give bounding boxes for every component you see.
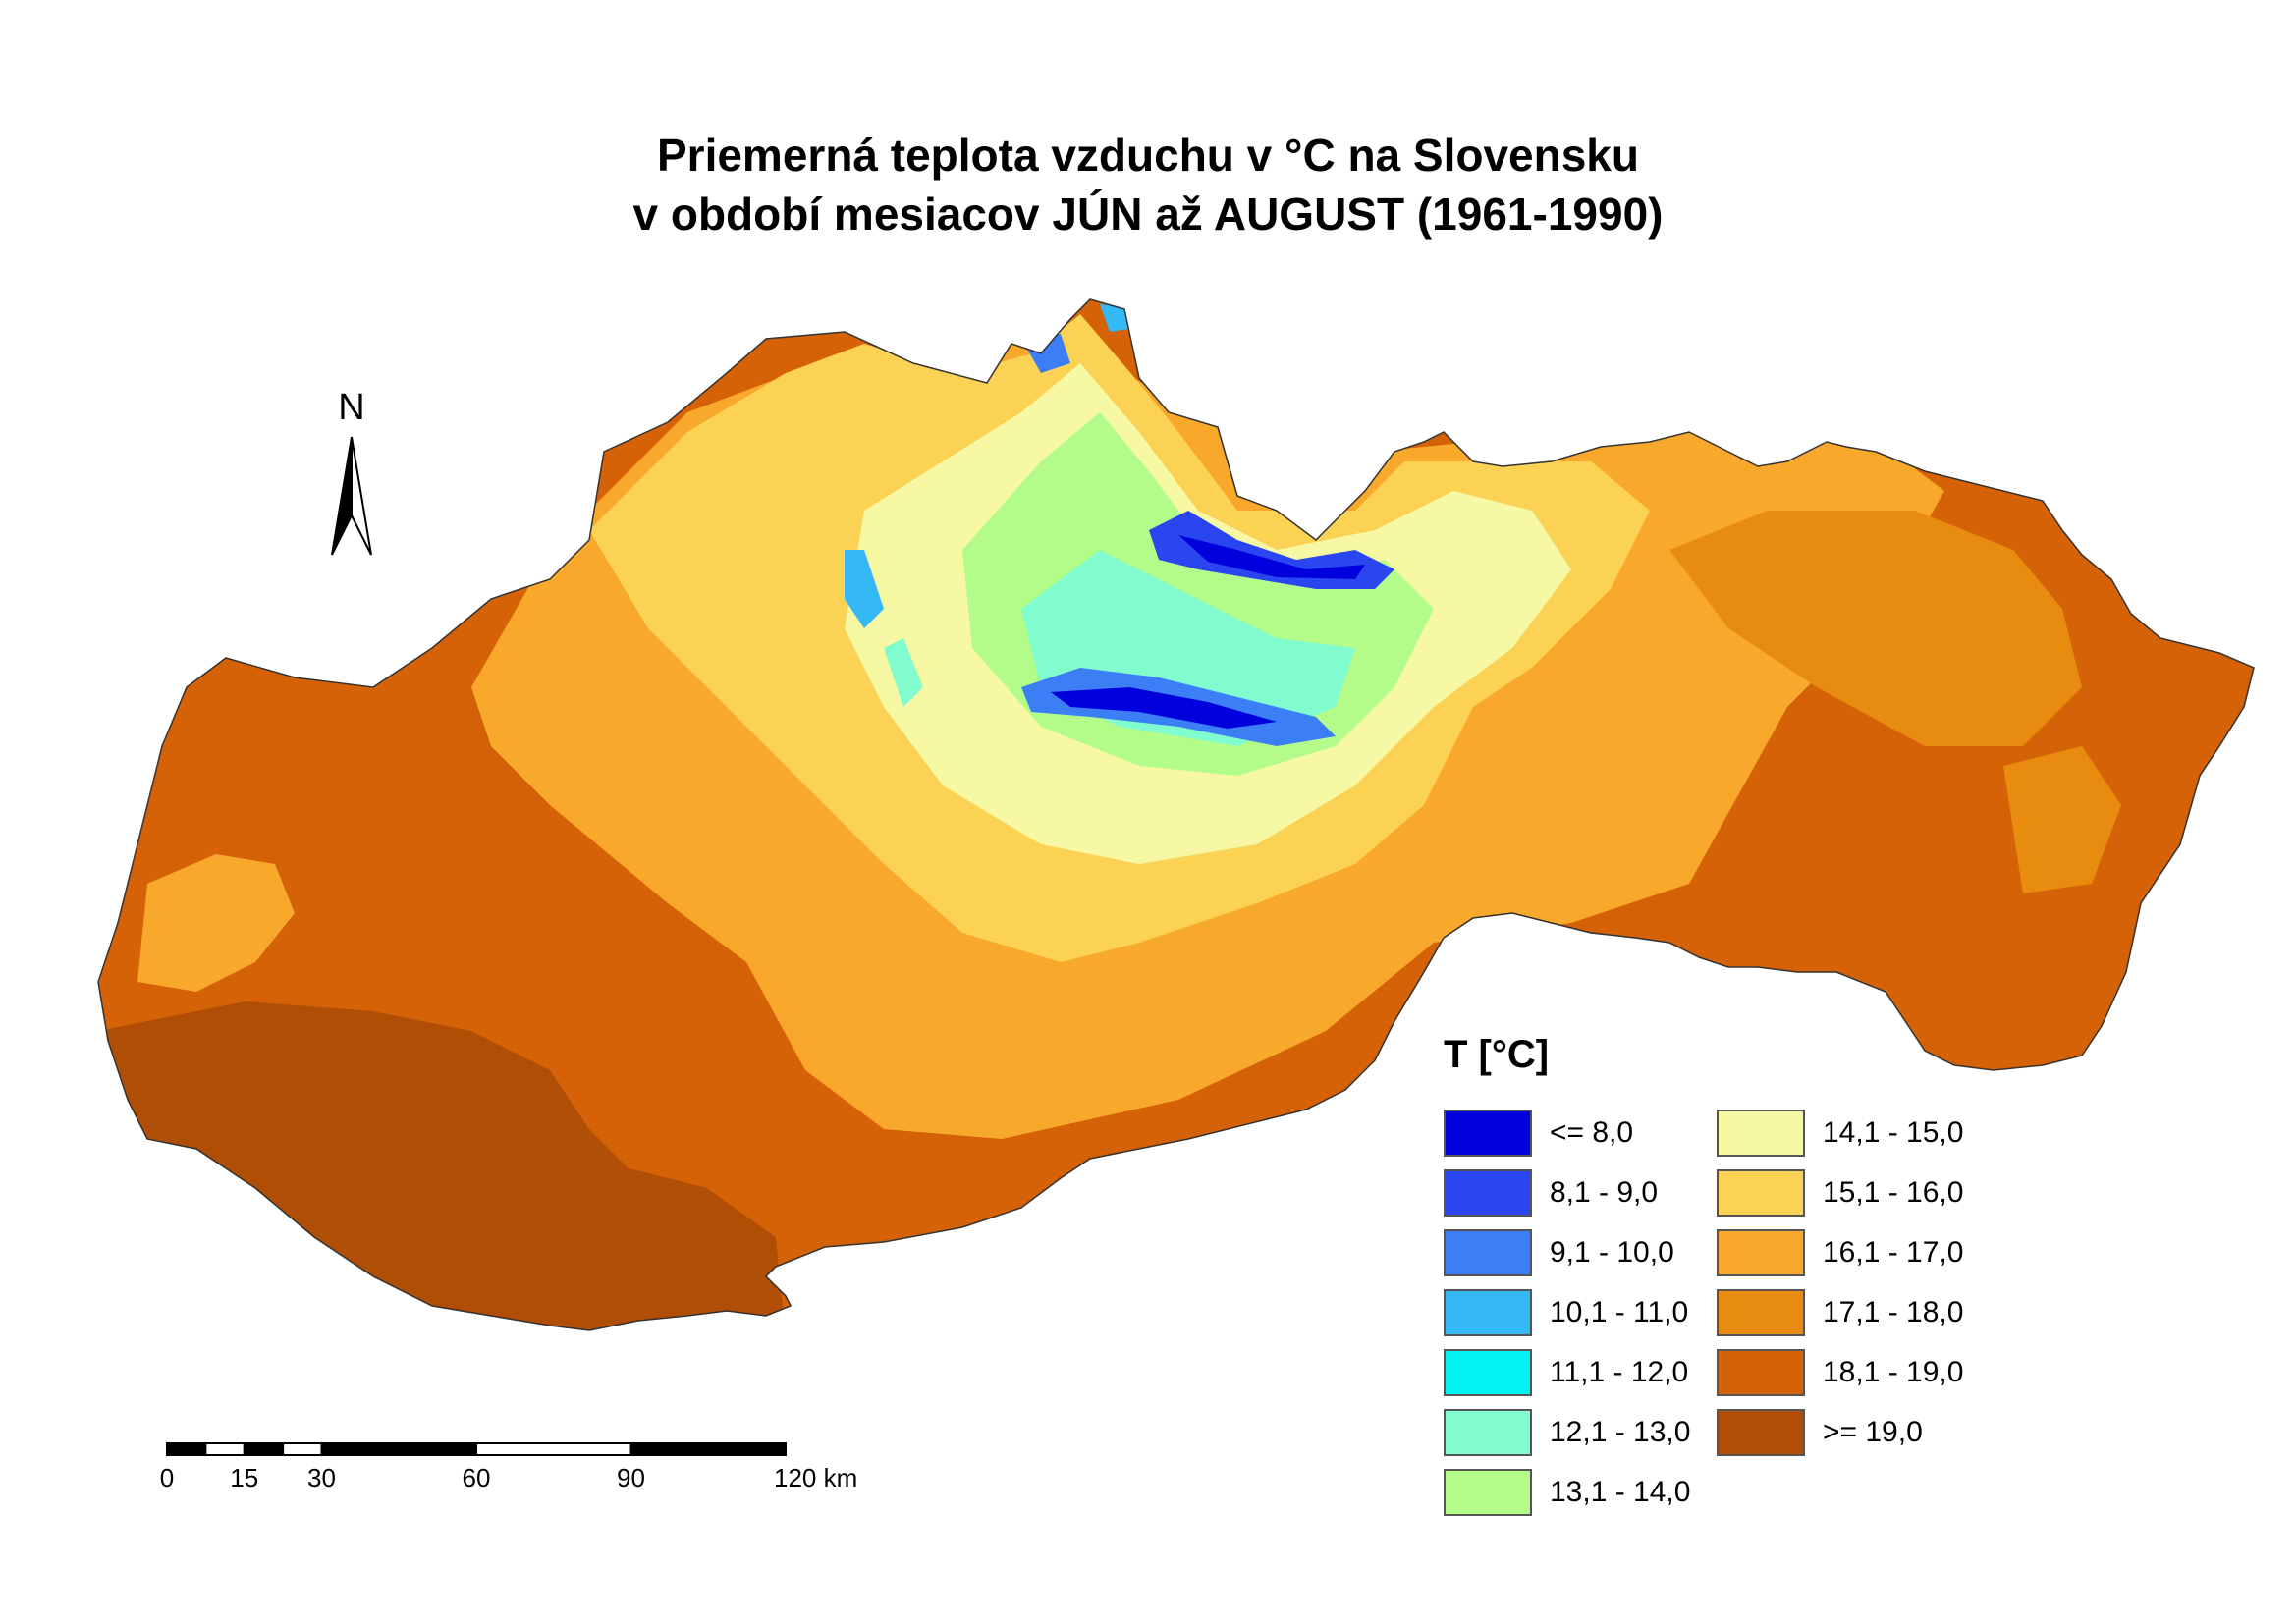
- legend-label: 9,1 - 10,0: [1550, 1236, 1674, 1269]
- legend-swatch: [1717, 1229, 1805, 1276]
- scale-label: 0: [159, 1463, 175, 1492]
- legend-item: <= 8,0: [1444, 1110, 1633, 1157]
- legend-label: 14,1 - 15,0: [1823, 1116, 1964, 1149]
- legend-label: 10,1 - 11,0: [1550, 1296, 1689, 1328]
- legend-item: 15,1 - 16,0: [1717, 1169, 1963, 1217]
- zone-high-tatras-peak: [1178, 535, 1365, 579]
- scale-segment: [204, 1442, 246, 1456]
- zone-west-hills: [137, 854, 295, 992]
- legend-swatch: [1444, 1169, 1532, 1217]
- legend-swatch: [1444, 1469, 1532, 1516]
- zone-fatra: [845, 550, 884, 628]
- title-line-2: v období mesiacov JÚN až AUGUST (1961-19…: [632, 189, 1664, 240]
- legend-label: 12,1 - 13,0: [1550, 1416, 1691, 1448]
- legend-label: 13,1 - 14,0: [1550, 1476, 1691, 1508]
- scale-label: 90: [617, 1463, 645, 1492]
- scale-label: 30: [307, 1463, 336, 1492]
- legend-label: 15,1 - 16,0: [1823, 1176, 1964, 1209]
- zone-fatra-mint: [884, 638, 923, 707]
- legend-item: 14,1 - 15,0: [1717, 1110, 1963, 1157]
- legend-label: <= 8,0: [1550, 1116, 1634, 1149]
- legend-label: 11,1 - 12,0: [1550, 1356, 1689, 1388]
- scale-segment: [282, 1442, 323, 1456]
- scale-label: 120 km: [774, 1463, 858, 1492]
- map-title: Priemerná teplota vzduchu v °C na Sloven…: [0, 126, 2296, 244]
- legend-swatch: [1444, 1289, 1532, 1336]
- scale-label: 15: [230, 1463, 259, 1492]
- legend-swatch: [1444, 1110, 1532, 1157]
- legend-label: 8,1 - 9,0: [1550, 1176, 1659, 1209]
- zone-babia: [1100, 304, 1129, 332]
- scale-segment: [243, 1442, 285, 1456]
- legend-item: 13,1 - 14,0: [1444, 1469, 1690, 1516]
- legend-swatch: [1717, 1110, 1805, 1157]
- title-line-1: Priemerná teplota vzduchu v °C na Sloven…: [656, 130, 1639, 181]
- legend-item: 18,1 - 19,0: [1717, 1349, 1963, 1396]
- legend-swatch: [1717, 1409, 1805, 1456]
- scale-segment: [166, 1442, 207, 1456]
- legend-item: 17,1 - 18,0: [1717, 1289, 1963, 1336]
- legend-swatch: [1717, 1289, 1805, 1336]
- scale-bar: [166, 1442, 787, 1456]
- zone-east-ridge: [2003, 746, 2121, 893]
- zone-low-tatras-peak: [1051, 687, 1277, 729]
- legend-item: 16,1 - 17,0: [1717, 1229, 1963, 1276]
- legend-item: 12,1 - 13,0: [1444, 1409, 1690, 1456]
- legend-label: 16,1 - 17,0: [1823, 1236, 1964, 1269]
- scale-label: 60: [462, 1463, 491, 1492]
- legend-item: 9,1 - 10,0: [1444, 1229, 1674, 1276]
- scale-segment: [475, 1442, 632, 1456]
- legend-item: 11,1 - 12,0: [1444, 1349, 1688, 1396]
- legend-label: 17,1 - 18,0: [1823, 1296, 1964, 1328]
- legend-title: T [°C]: [1444, 1033, 1550, 1076]
- legend-swatch: [1717, 1349, 1805, 1396]
- legend-swatch: [1444, 1229, 1532, 1276]
- legend-swatch: [1717, 1169, 1805, 1217]
- legend-item: 10,1 - 11,0: [1444, 1289, 1688, 1336]
- legend-swatch: [1444, 1409, 1532, 1456]
- north-arrow-icon: [331, 436, 372, 556]
- zone-east-hills: [1669, 511, 2082, 746]
- scale-segment: [629, 1442, 787, 1456]
- legend-item: 8,1 - 9,0: [1444, 1169, 1658, 1217]
- legend-item: >= 19,0: [1717, 1409, 1923, 1456]
- scale-segment: [320, 1442, 477, 1456]
- north-label: N: [338, 387, 365, 428]
- legend-label: 18,1 - 19,0: [1823, 1356, 1964, 1388]
- legend-swatch: [1444, 1349, 1532, 1396]
- legend-label: >= 19,0: [1823, 1416, 1923, 1448]
